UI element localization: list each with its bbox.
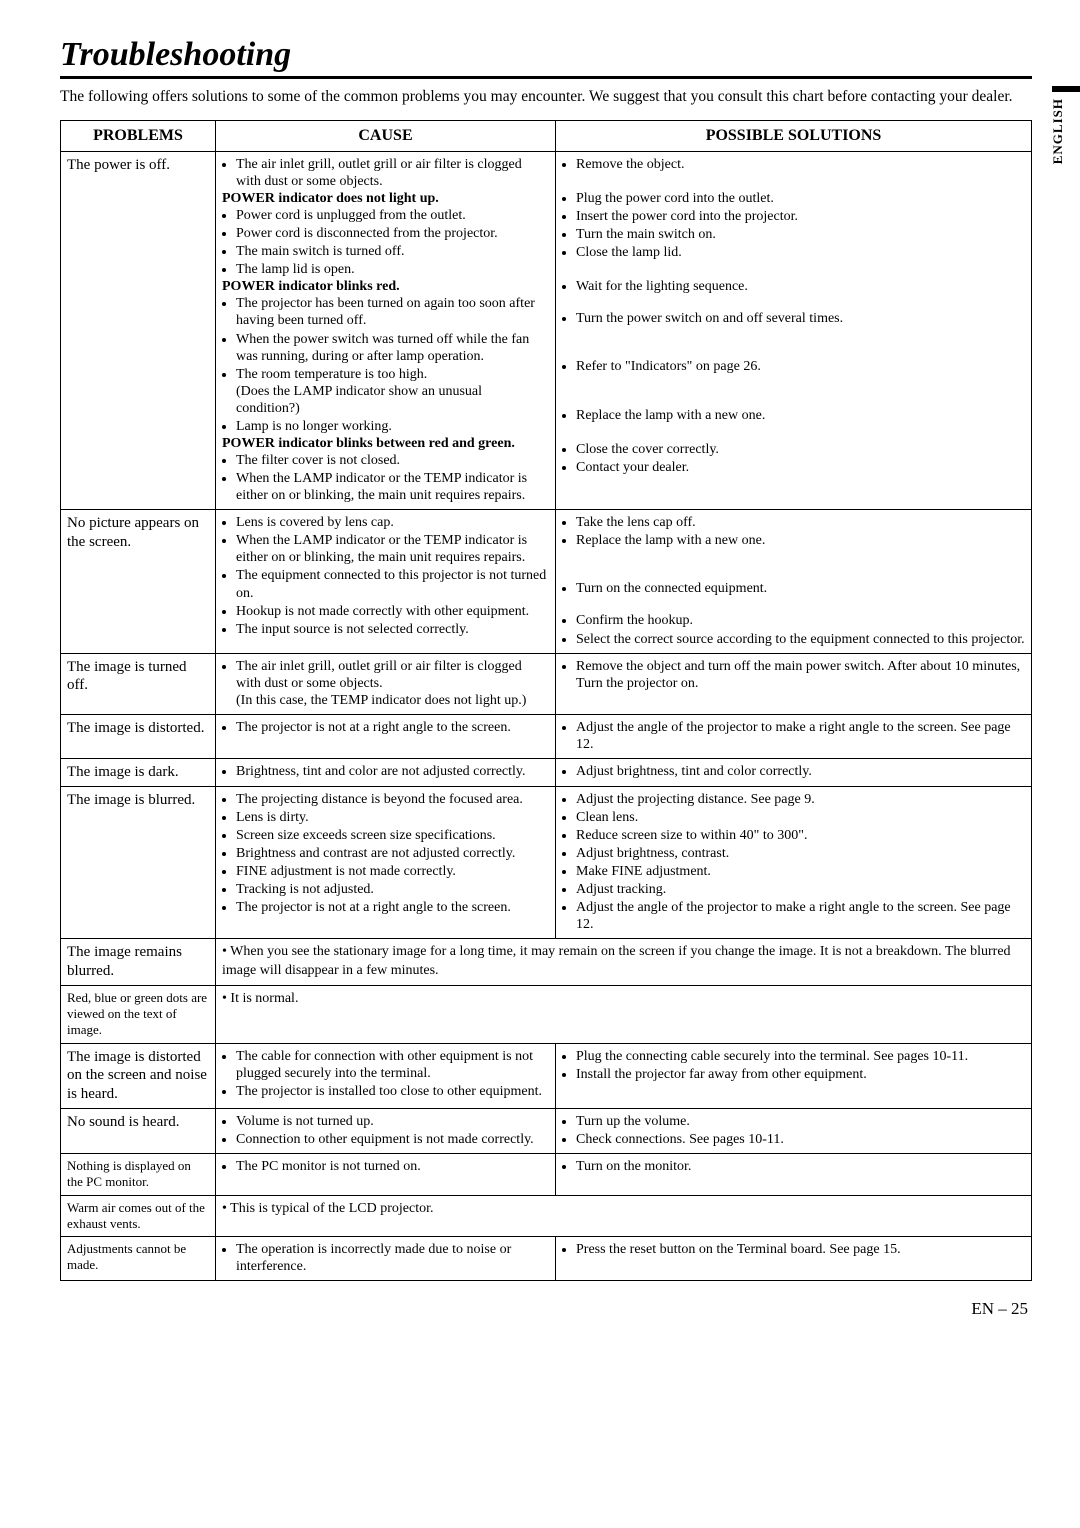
note-cell: This is typical of the LCD projector. xyxy=(216,1195,1032,1237)
problem-cell: No picture appears on the screen. xyxy=(61,510,216,653)
problem-cell: Warm air comes out of the exhaust vents. xyxy=(61,1195,216,1237)
solution-cell: Turn up the volume.Check connections. Se… xyxy=(556,1108,1032,1153)
solution-cell: Adjust the angle of the projector to mak… xyxy=(556,714,1032,758)
note-cell: When you see the stationary image for a … xyxy=(216,939,1032,986)
problem-cell: Red, blue or green dots are viewed on th… xyxy=(61,985,216,1043)
page-title: Troubleshooting xyxy=(60,36,1032,79)
solution-cell: Adjust brightness, tint and color correc… xyxy=(556,759,1032,787)
cause-cell: Volume is not turned up.Connection to ot… xyxy=(216,1108,556,1153)
problem-cell: The image remains blurred. xyxy=(61,939,216,986)
troubleshooting-table: PROBLEMS CAUSE POSSIBLE SOLUTIONS The po… xyxy=(60,120,1032,1281)
language-label: ENGLISH xyxy=(1050,98,1066,164)
problem-cell: The image is blurred. xyxy=(61,786,216,939)
page-number: EN – 25 xyxy=(60,1299,1032,1319)
intro-text: The following offers solutions to some o… xyxy=(60,87,1032,108)
header-problems: PROBLEMS xyxy=(61,120,216,151)
cause-cell: The projector is not at a right angle to… xyxy=(216,714,556,758)
problem-cell: Adjustments cannot be made. xyxy=(61,1237,216,1281)
cause-cell: Lens is covered by lens cap.When the LAM… xyxy=(216,510,556,653)
problem-cell: The image is distorted on the screen and… xyxy=(61,1043,216,1108)
problem-cell: Nothing is displayed on the PC monitor. xyxy=(61,1154,216,1196)
solution-cell: Remove the object.Plug the power cord in… xyxy=(556,151,1032,509)
solution-cell: Remove the object and turn off the main … xyxy=(556,653,1032,714)
solution-cell: Adjust the projecting distance. See page… xyxy=(556,786,1032,939)
cause-cell: The projecting distance is beyond the fo… xyxy=(216,786,556,939)
language-tab: ENGLISH xyxy=(1050,86,1080,176)
cause-cell: The air inlet grill, outlet grill or air… xyxy=(216,653,556,714)
header-cause: CAUSE xyxy=(216,120,556,151)
problem-cell: No sound is heard. xyxy=(61,1108,216,1153)
header-solutions: POSSIBLE SOLUTIONS xyxy=(556,120,1032,151)
cause-cell: The air inlet grill, outlet grill or air… xyxy=(216,151,556,509)
note-cell: It is normal. xyxy=(216,985,1032,1043)
problem-cell: The image is distorted. xyxy=(61,714,216,758)
solution-cell: Press the reset button on the Terminal b… xyxy=(556,1237,1032,1281)
solution-cell: Plug the connecting cable securely into … xyxy=(556,1043,1032,1108)
solution-cell: Turn on the monitor. xyxy=(556,1154,1032,1196)
problem-cell: The image is dark. xyxy=(61,759,216,787)
cause-cell: The operation is incorrectly made due to… xyxy=(216,1237,556,1281)
cause-cell: The cable for connection with other equi… xyxy=(216,1043,556,1108)
problem-cell: The power is off. xyxy=(61,151,216,509)
cause-cell: The PC monitor is not turned on. xyxy=(216,1154,556,1196)
problem-cell: The image is turned off. xyxy=(61,653,216,714)
solution-cell: Take the lens cap off.Replace the lamp w… xyxy=(556,510,1032,653)
cause-cell: Brightness, tint and color are not adjus… xyxy=(216,759,556,787)
